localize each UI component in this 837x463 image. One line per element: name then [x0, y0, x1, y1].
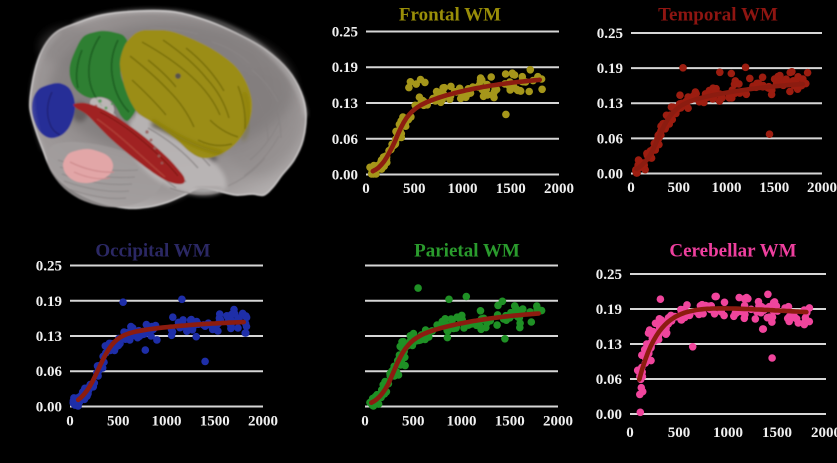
svg-text:0.13: 0.13	[597, 96, 623, 112]
svg-text:0: 0	[362, 181, 370, 197]
svg-text:0.13: 0.13	[36, 329, 62, 345]
svg-text:0.06: 0.06	[36, 364, 63, 380]
svg-text:Parietal WM: Parietal WM	[414, 241, 520, 262]
svg-text:0.06: 0.06	[597, 131, 624, 147]
svg-text:1500: 1500	[496, 181, 526, 197]
svg-text:1000: 1000	[712, 180, 742, 196]
svg-text:0.25: 0.25	[596, 267, 622, 283]
svg-text:0.00: 0.00	[596, 407, 622, 423]
svg-text:1500: 1500	[200, 414, 230, 430]
svg-text:0.06: 0.06	[332, 132, 359, 148]
svg-text:1000: 1000	[713, 425, 743, 441]
svg-text:500: 500	[668, 425, 691, 441]
svg-text:500: 500	[107, 414, 130, 430]
svg-text:2000: 2000	[807, 180, 837, 196]
svg-text:0.19: 0.19	[332, 60, 358, 76]
svg-text:0.00: 0.00	[332, 168, 358, 184]
svg-text:1500: 1500	[762, 425, 792, 441]
svg-text:2000: 2000	[543, 414, 573, 430]
svg-text:0.13: 0.13	[332, 96, 358, 112]
svg-text:0.06: 0.06	[596, 372, 623, 388]
svg-text:Occipital WM: Occipital WM	[95, 241, 210, 262]
svg-text:1500: 1500	[759, 180, 789, 196]
svg-text:2000: 2000	[544, 181, 574, 197]
svg-text:0: 0	[626, 425, 634, 441]
svg-text:2000: 2000	[248, 414, 278, 430]
svg-text:0: 0	[66, 414, 74, 430]
svg-text:Temporal WM: Temporal WM	[658, 5, 778, 26]
svg-text:500: 500	[403, 181, 426, 197]
svg-text:0.25: 0.25	[332, 25, 358, 41]
svg-text:0.13: 0.13	[596, 337, 622, 353]
svg-text:0.19: 0.19	[36, 294, 62, 310]
svg-text:1500: 1500	[495, 414, 525, 430]
svg-text:0.19: 0.19	[597, 61, 623, 77]
svg-text:Cerebellar WM: Cerebellar WM	[669, 241, 796, 262]
svg-text:0.00: 0.00	[597, 167, 623, 183]
svg-text:0: 0	[361, 414, 369, 430]
svg-text:0.00: 0.00	[36, 400, 62, 416]
svg-text:1000: 1000	[448, 181, 478, 197]
svg-text:0.19: 0.19	[596, 302, 622, 318]
svg-text:0: 0	[627, 180, 635, 196]
svg-text:2000: 2000	[811, 425, 837, 441]
svg-text:0.25: 0.25	[597, 26, 623, 42]
svg-text:1000: 1000	[447, 414, 477, 430]
svg-text:500: 500	[402, 414, 425, 430]
svg-text:0.25: 0.25	[36, 259, 62, 275]
svg-text:500: 500	[668, 180, 691, 196]
svg-text:1000: 1000	[152, 414, 182, 430]
svg-text:Frontal WM: Frontal WM	[399, 5, 501, 26]
